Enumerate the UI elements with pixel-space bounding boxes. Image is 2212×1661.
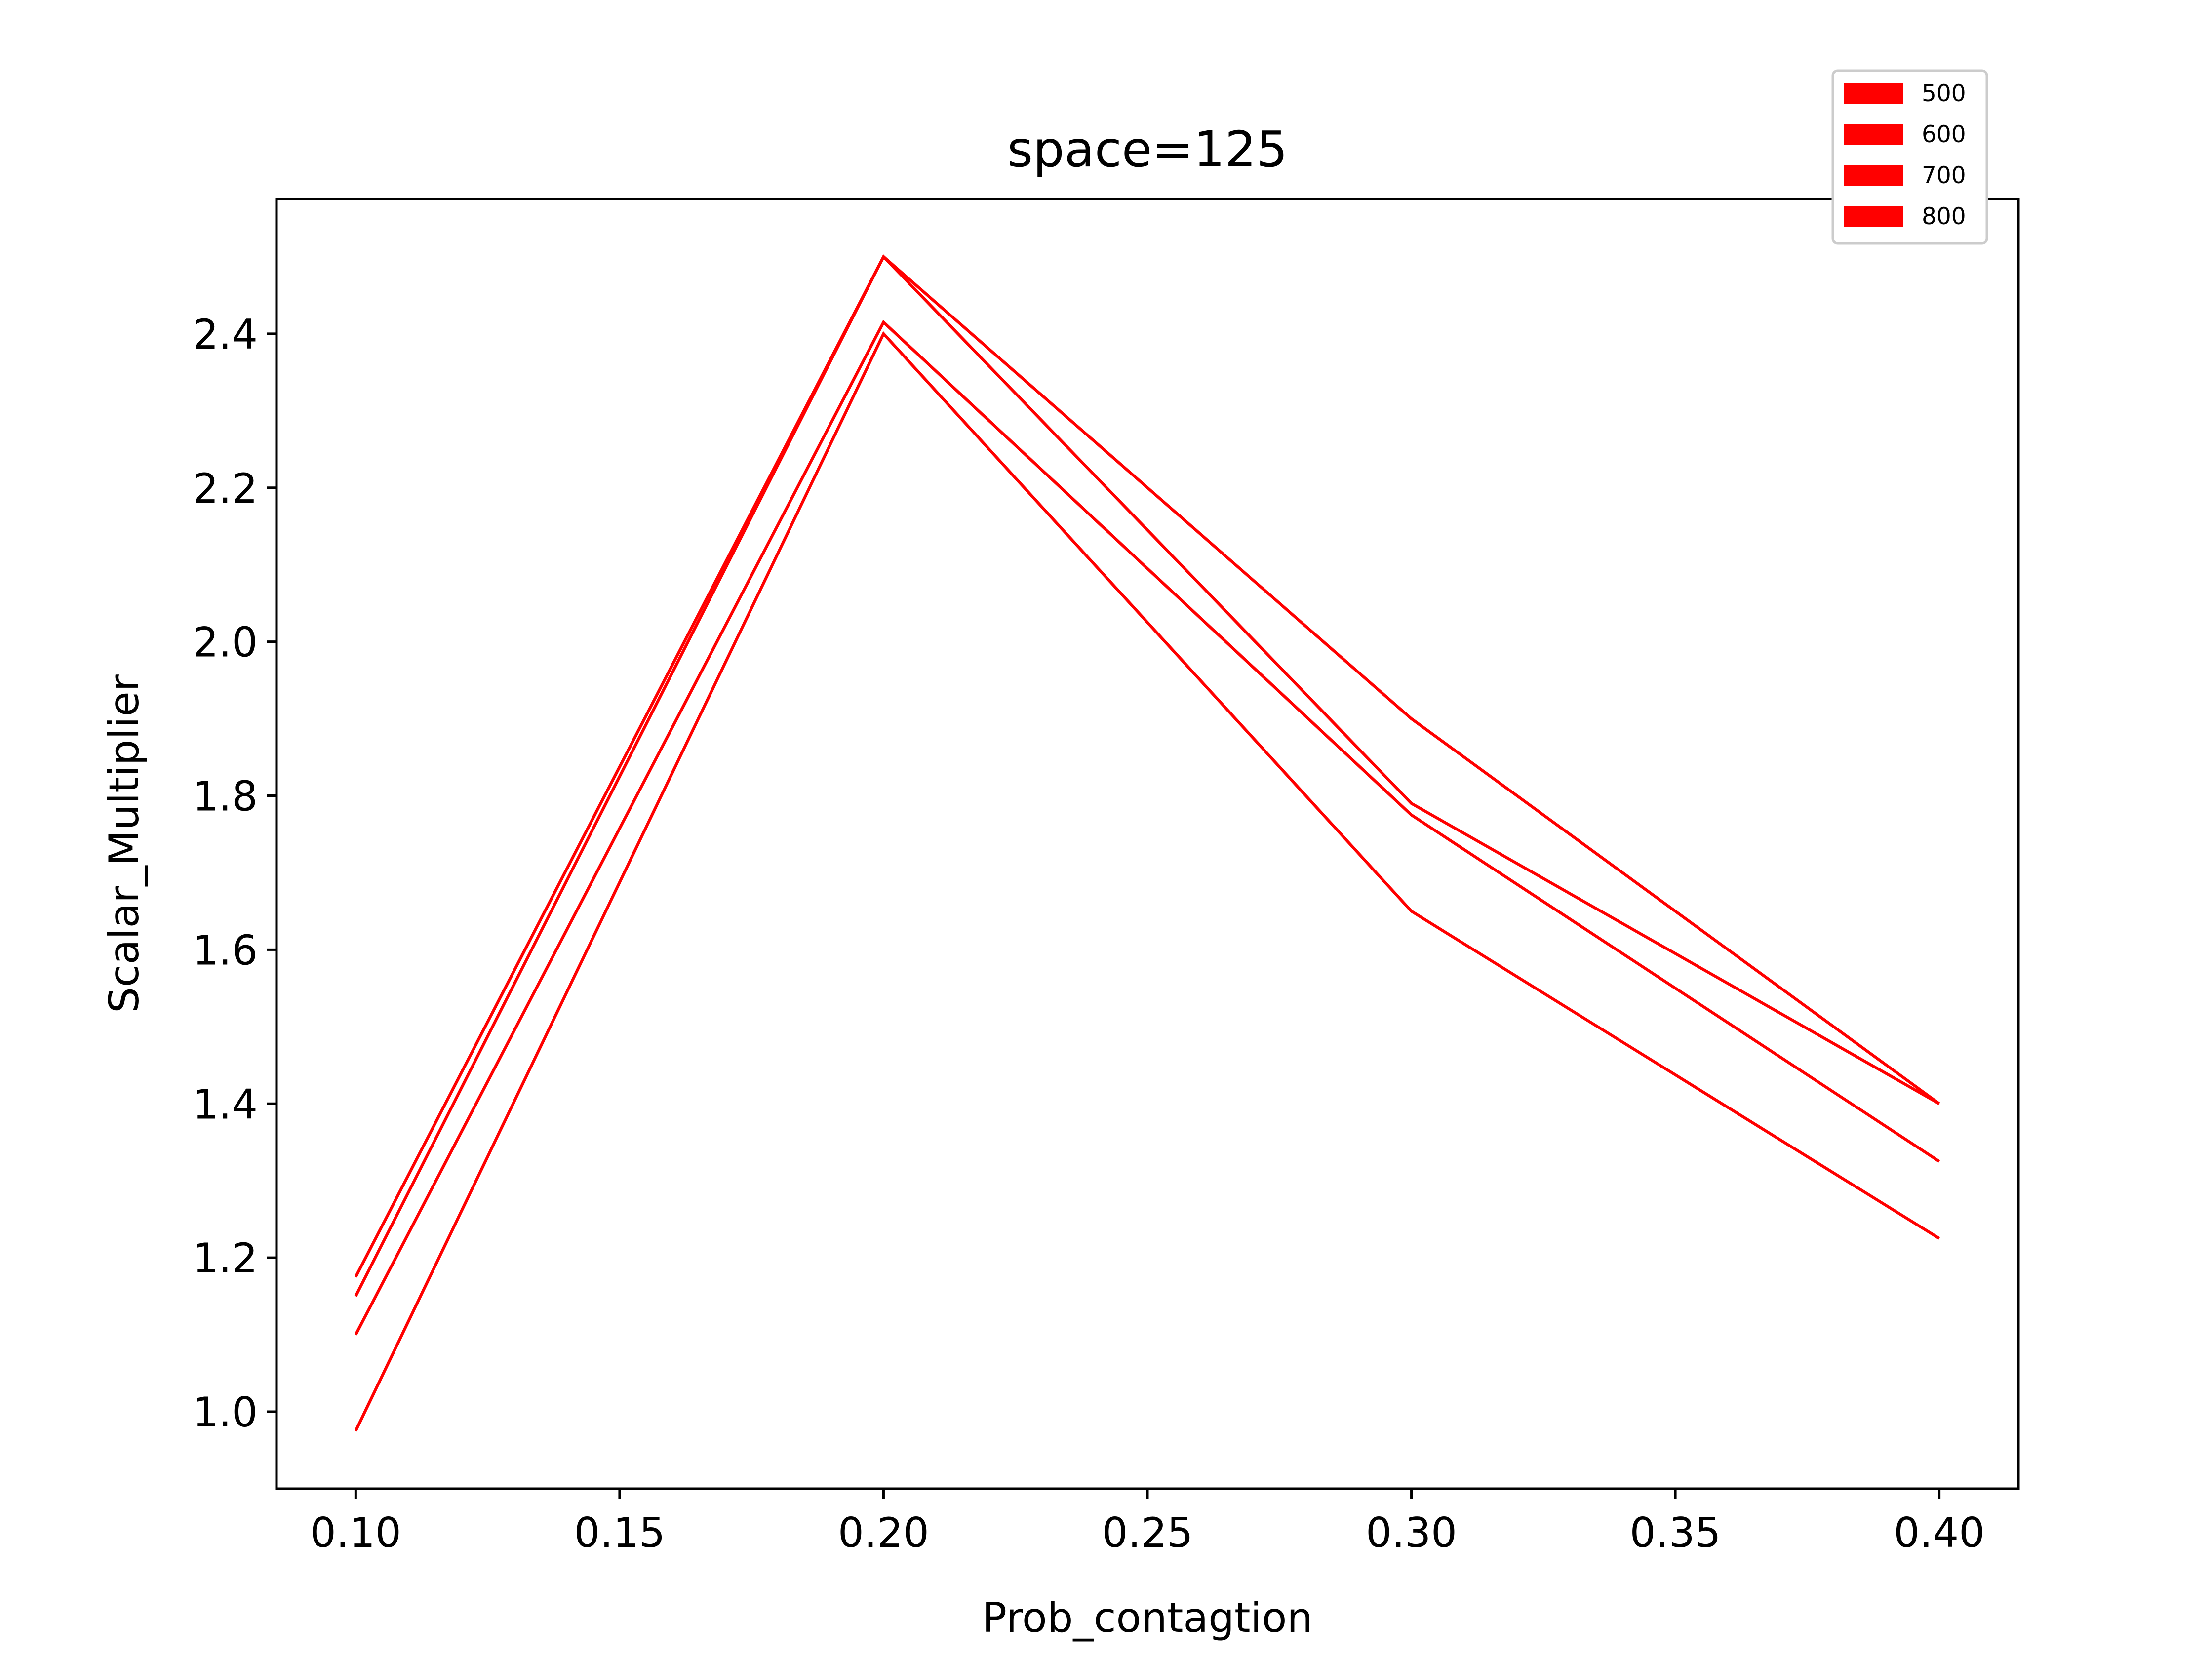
x-tick-label: 0.20: [838, 1509, 929, 1557]
series-line-500: [354, 254, 1940, 1278]
x-tick-label: 0.25: [1102, 1509, 1193, 1557]
x-axis: 0.10 0.15 0.20 0.25 0.30 0.35 0.40: [310, 1489, 1985, 1557]
y-tick-label: 2.2: [193, 465, 258, 513]
legend-label: 700: [1922, 162, 1966, 189]
legend-box: [1831, 69, 1988, 245]
y-tick-label: 2.0: [193, 619, 258, 667]
legend-label: 500: [1922, 80, 1966, 107]
x-tick-label: 0.30: [1366, 1509, 1457, 1557]
series-line-700: [354, 319, 1940, 1336]
y-tick-label: 1.6: [193, 926, 258, 974]
x-axis-title: Prob_contagtion: [982, 1594, 1313, 1642]
legend-label: 800: [1922, 203, 1966, 230]
y-tick-label: 1.4: [193, 1080, 258, 1128]
legend-label: 600: [1922, 121, 1966, 148]
x-tick-label: 0.40: [1894, 1509, 1985, 1557]
legend-swatch: [1844, 124, 1903, 145]
chart-title: space=125: [1007, 120, 1288, 178]
legend-swatch: [1844, 206, 1903, 227]
legend-swatch: [1844, 165, 1903, 186]
series-line-800: [354, 331, 1940, 1432]
y-tick-label: 2.4: [193, 311, 258, 358]
series-lines: [354, 254, 1940, 1432]
y-tick-label: 1.8: [193, 773, 258, 821]
series-line-600: [354, 254, 1940, 1297]
legend: 500 600 700 800: [1831, 69, 1988, 245]
legend-swatch: [1844, 83, 1903, 104]
y-axis-title: Scalar_Multiplier: [100, 674, 148, 1013]
y-tick-label: 1.0: [193, 1388, 258, 1436]
plot-frame: [275, 198, 2020, 1490]
x-tick-label: 0.35: [1630, 1509, 1721, 1557]
y-tick-label: 1.2: [193, 1234, 258, 1282]
x-tick-label: 0.10: [310, 1509, 401, 1557]
x-tick-label: 0.15: [574, 1509, 666, 1557]
y-axis: 1.0 1.2 1.4 1.6 1.8 2.0 2.2 2.4: [193, 311, 276, 1436]
